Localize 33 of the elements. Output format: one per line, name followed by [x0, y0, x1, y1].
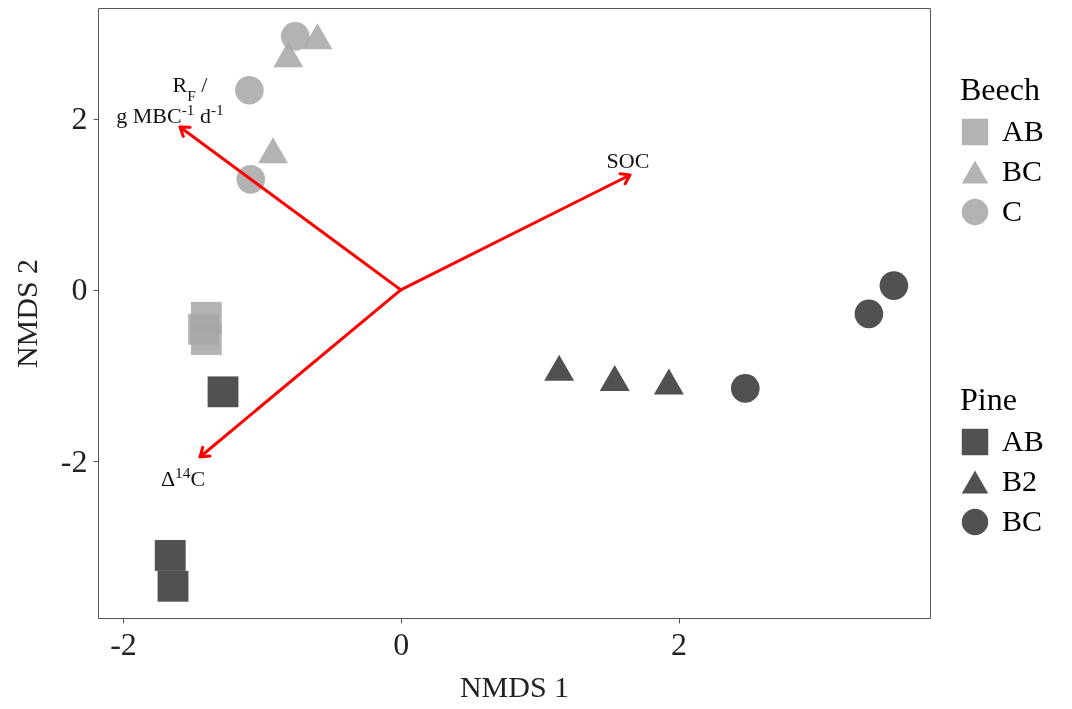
y-tick-label: 0 — [71, 271, 88, 308]
annotation: R$_{F}$ / g MBC$^{-1}$ d$^{-1}$ — [116, 72, 224, 128]
point — [154, 540, 186, 571]
point — [544, 354, 575, 381]
point — [190, 324, 222, 355]
annotation: Δ$^{14}$C — [160, 463, 206, 491]
x-axis-title: NMDS 1 — [459, 669, 570, 703]
legend-label: BC — [1002, 504, 1043, 537]
legend-label: AB — [1002, 114, 1044, 147]
point — [599, 365, 630, 392]
point — [157, 570, 189, 602]
annotation: SOC — [606, 148, 650, 173]
x-tick-label: 0 — [393, 625, 410, 662]
legend-label: B2 — [1002, 464, 1038, 497]
point — [653, 368, 684, 395]
point — [854, 299, 884, 329]
x-tick-label: 2 — [671, 625, 688, 662]
point — [258, 137, 289, 164]
y-axis-title: NMDS 2 — [9, 258, 43, 369]
y-tick-label: 2 — [71, 100, 88, 137]
text: Beech — [960, 71, 1040, 107]
point — [235, 75, 264, 105]
point — [280, 21, 310, 51]
legend-label: AB — [1002, 424, 1044, 457]
point — [207, 376, 239, 408]
text: Pine — [960, 381, 1017, 417]
legend-label: C — [1002, 194, 1023, 227]
y-tick-label: -2 — [60, 442, 88, 479]
x-tick-label: -2 — [110, 625, 137, 662]
point — [730, 374, 760, 403]
point — [302, 23, 333, 50]
point — [879, 271, 909, 300]
legend-label: BC — [1002, 154, 1043, 187]
